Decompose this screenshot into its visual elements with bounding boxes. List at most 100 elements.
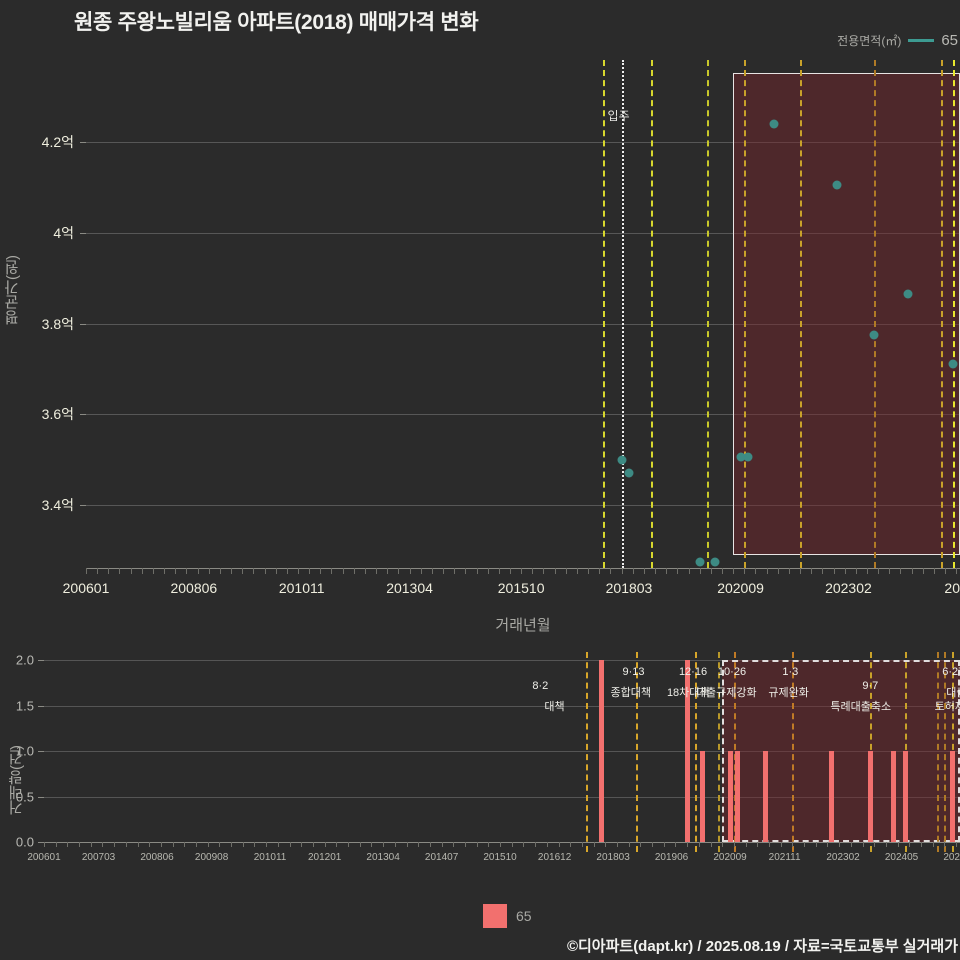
- x-tick-mark: [289, 842, 291, 847]
- x-tick-mark: [922, 568, 924, 574]
- scatter-point[interactable]: [736, 452, 746, 462]
- top-legend: 전용면적(㎡) 65: [837, 32, 958, 49]
- scatter-point[interactable]: [710, 557, 720, 567]
- x-tick-mark: [643, 568, 645, 574]
- x-tick-mark: [44, 842, 45, 847]
- highlight-region: [733, 73, 960, 555]
- x-tick-mark: [588, 568, 590, 574]
- x-tick-label: 200703: [81, 852, 116, 863]
- x-tick-mark: [570, 842, 572, 847]
- x-tick-mark: [242, 842, 244, 847]
- scatter-point[interactable]: [695, 557, 705, 567]
- x-tick-mark: [511, 842, 513, 847]
- x-tick-label: 202302: [826, 852, 860, 863]
- x-tick-mark: [324, 842, 326, 847]
- y-tick-label: 0.5: [15, 789, 34, 804]
- x-tick-mark: [359, 842, 361, 847]
- y-tick-mark: [38, 751, 44, 752]
- x-tick-label: 200601: [27, 852, 61, 863]
- volume-bar-plot: 0.0 0.5 1.0 1.5 2.0 200601 200703 200806 200908 2…: [16, 652, 960, 863]
- bar[interactable]: [891, 751, 897, 842]
- x-tick-mark: [102, 842, 104, 847]
- scatter-point[interactable]: [769, 119, 779, 129]
- x-tick-mark: [175, 568, 177, 574]
- policy-marker-line: [792, 652, 795, 852]
- y-tick-mark: [80, 142, 86, 143]
- x-tick-mark: [581, 842, 583, 847]
- gridline: [86, 232, 960, 234]
- event-name-label: 특례대출축소: [830, 701, 892, 713]
- x-tick-mark: [331, 568, 333, 574]
- y-tick-label: 1.0: [15, 743, 34, 759]
- x-tick-mark: [757, 842, 759, 847]
- x-tick-mark: [827, 842, 829, 847]
- bar[interactable]: [949, 751, 955, 842]
- y-tick-label: 0.0: [15, 834, 34, 850]
- scatter-point[interactable]: [832, 180, 842, 190]
- bar[interactable]: [684, 660, 690, 842]
- y-tick-mark: [80, 414, 86, 416]
- scatter-point[interactable]: [617, 455, 627, 465]
- x-tick-label: 200908: [194, 852, 229, 863]
- x-tick-mark: [500, 842, 502, 847]
- scatter-point[interactable]: [869, 330, 879, 340]
- policy-marker-line: [941, 60, 944, 568]
- x-tick-label: 202405: [884, 852, 919, 863]
- x-tick-label: 201011: [253, 852, 287, 863]
- x-tick-mark: [454, 568, 456, 574]
- x-tick-mark: [277, 842, 279, 847]
- x-tick-mark: [889, 568, 891, 574]
- x-tick-mark: [97, 568, 99, 574]
- bar[interactable]: [828, 751, 834, 842]
- y-tick-label: 3.4억: [41, 497, 74, 513]
- x-tick-mark: [800, 568, 802, 574]
- x-tick-mark: [593, 842, 595, 847]
- policy-marker-line: [936, 652, 939, 852]
- bar[interactable]: [727, 751, 733, 842]
- x-tick-mark: [867, 568, 869, 574]
- scatter-point[interactable]: [624, 468, 634, 478]
- x-tick-mark: [371, 842, 373, 847]
- x-tick-mark: [554, 568, 556, 574]
- x-tick-mark: [398, 568, 400, 574]
- x-tick-mark: [242, 568, 244, 574]
- x-tick-mark: [464, 842, 466, 847]
- x-tick-mark: [231, 568, 233, 574]
- x-tick-mark: [874, 842, 876, 847]
- scatter-point[interactable]: [948, 359, 958, 369]
- x-tick-mark: [558, 842, 560, 847]
- bar[interactable]: [902, 751, 908, 842]
- x-tick-mark: [850, 842, 852, 847]
- bar[interactable]: [867, 751, 873, 842]
- gridline: [86, 414, 960, 416]
- scatter-point[interactable]: [743, 452, 753, 462]
- x-tick-label: 200806: [140, 852, 174, 863]
- policy-marker-line: [944, 652, 947, 852]
- gridline: [44, 705, 960, 707]
- x-tick-mark: [108, 568, 110, 574]
- x-tick-mark: [86, 568, 87, 574]
- y-tick-mark: [80, 323, 86, 325]
- x-tick-label: 202009: [717, 580, 764, 596]
- x-tick-mark: [387, 568, 389, 574]
- bar[interactable]: [598, 660, 604, 842]
- x-tick-mark: [677, 568, 679, 574]
- x-tick-mark: [616, 842, 618, 847]
- x-tick-mark: [443, 568, 445, 574]
- scatter-point[interactable]: [903, 289, 913, 299]
- bar[interactable]: [735, 751, 741, 842]
- x-tick-label: 201803: [605, 580, 653, 596]
- x-tick-mark: [342, 568, 344, 574]
- x-tick-mark: [788, 568, 790, 574]
- x-tick-mark: [376, 568, 378, 574]
- x-tick-mark: [777, 568, 779, 574]
- x-tick-mark: [640, 842, 642, 847]
- x-tick-mark: [652, 842, 654, 847]
- x-tick-label: 201906: [654, 852, 689, 863]
- policy-marker-line: [694, 652, 697, 852]
- bar[interactable]: [762, 751, 768, 842]
- bar[interactable]: [700, 751, 706, 842]
- x-tick-label: 201803: [596, 852, 630, 863]
- x-tick-label: 200806: [170, 580, 218, 596]
- gridline: [86, 142, 960, 143]
